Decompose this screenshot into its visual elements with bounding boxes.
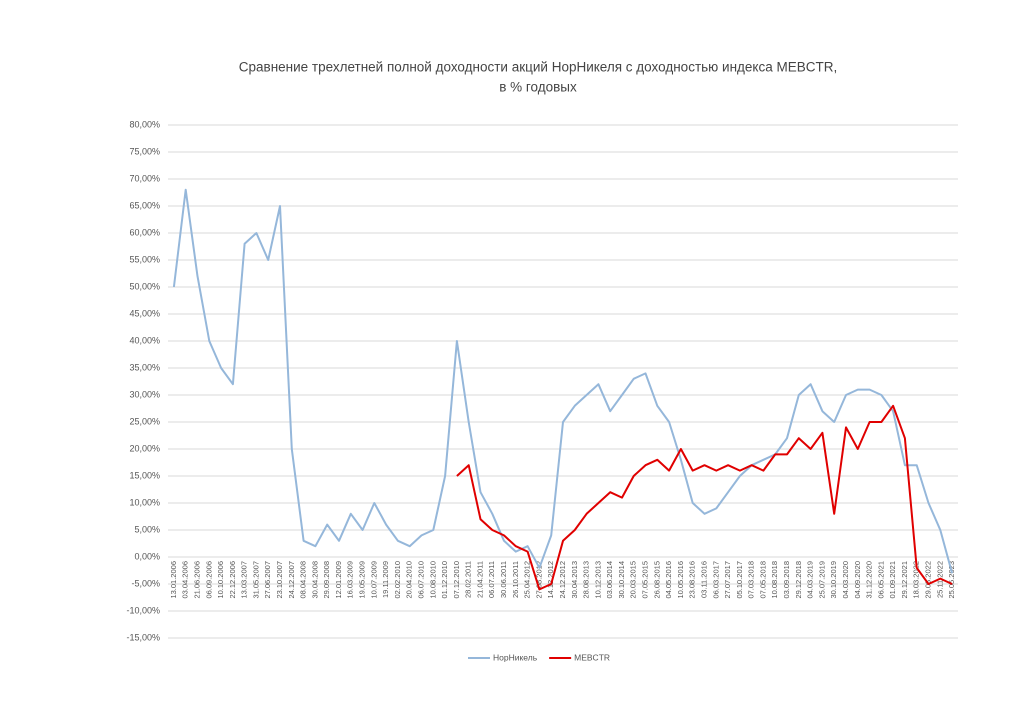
y-tick-label: -15,00% [126, 632, 160, 642]
y-tick-label: 80,00% [129, 119, 160, 129]
x-tick-label: 25.07.2019 [817, 561, 826, 599]
x-tick-label: 07.03.2018 [747, 561, 756, 599]
x-tick-label: 12.01.2009 [334, 561, 343, 599]
y-tick-label: 10,00% [129, 497, 160, 507]
y-tick-label: 55,00% [129, 254, 160, 264]
x-tick-label: 30.04.2013 [570, 561, 579, 599]
x-tick-label: 07.05.2015 [641, 561, 650, 599]
x-tick-label: 25.04.2012 [523, 561, 532, 599]
x-tick-label: 05.10.2017 [735, 561, 744, 599]
x-tick-label: 24.12.2012 [558, 561, 567, 599]
y-tick-label: 75,00% [129, 146, 160, 156]
x-tick-label: 06.09.2006 [204, 561, 213, 599]
x-tick-label: 14.12.2012 [546, 561, 555, 599]
y-tick-label: 45,00% [129, 308, 160, 318]
x-tick-label: 06.07.2011 [487, 561, 496, 598]
x-tick-label: 01.09.2021 [888, 561, 897, 599]
x-tick-label: 10.12.2013 [593, 561, 602, 599]
x-tick-label: 03.06.2014 [605, 561, 614, 599]
x-tick-label: 31.05.2007 [251, 561, 260, 599]
x-tick-label: 26.10.2011 [511, 561, 520, 598]
series-line [456, 404, 953, 591]
x-tick-label: 25.05.2023 [947, 561, 956, 599]
x-tick-label: 29.09.2008 [322, 561, 331, 599]
x-tick-label: 23.10.2007 [275, 561, 284, 599]
legend-label: НорНикель [493, 652, 538, 662]
x-tick-label: 30.10.2014 [617, 561, 626, 599]
x-tick-label: 04.03.2020 [841, 561, 850, 599]
x-tick-label: 10.10.2006 [216, 561, 225, 599]
x-tick-label: 10.05.2016 [676, 561, 685, 599]
x-tick-label: 20.04.2010 [405, 561, 414, 599]
x-tick-label: 02.02.2010 [393, 561, 402, 599]
x-tick-label: 06.03.2017 [711, 561, 720, 599]
x-tick-label: 22.12.2006 [228, 561, 237, 599]
x-tick-label: 03.04.2006 [181, 561, 190, 599]
y-tick-label: 20,00% [129, 443, 160, 453]
y-tick-label: 0,00% [134, 551, 160, 561]
x-tick-label: 18.03.2022 [912, 561, 921, 599]
x-tick-label: 13.01.2006 [169, 561, 178, 599]
y-tick-label: 5,00% [134, 524, 160, 534]
x-tick-label: 03.09.2018 [782, 561, 791, 599]
x-tick-label: 07.12.2010 [452, 561, 461, 599]
x-tick-label: 04.09.2020 [853, 561, 862, 599]
x-tick-label: 29.03.2022 [924, 561, 933, 599]
x-tick-label: 10.08.2018 [770, 561, 779, 599]
x-tick-label: 30.10.2019 [829, 561, 838, 599]
x-tick-label: 13.03.2007 [240, 561, 249, 599]
x-tick-label: 27.06.2007 [263, 561, 272, 599]
x-tick-label: 04.05.2016 [664, 561, 673, 599]
x-tick-label: 21.06.2006 [192, 561, 201, 599]
chart-title: Сравнение трехлетней полной доходности а… [239, 60, 837, 75]
y-tick-label: 30,00% [129, 389, 160, 399]
x-tick-label: 29.12.2018 [794, 561, 803, 599]
y-tick-label: 15,00% [129, 470, 160, 480]
x-tick-label: 30.04.2008 [310, 561, 319, 599]
x-tick-label: 01.12.2010 [440, 561, 449, 599]
x-tick-label: 06.05.2021 [876, 561, 885, 599]
x-tick-label: 23.08.2016 [688, 561, 697, 599]
y-tick-label: 35,00% [129, 362, 160, 372]
legend-label: MEBCTR [574, 652, 610, 662]
y-tick-label: 70,00% [129, 173, 160, 183]
chart-subtitle: в % годовых [499, 80, 577, 95]
x-tick-label: 26.08.2015 [652, 561, 661, 599]
x-tick-label: 24.12.2007 [287, 561, 296, 599]
y-tick-label: -10,00% [126, 605, 160, 615]
x-tick-label: 31.12.2020 [865, 561, 874, 599]
x-tick-label: 03.11.2016 [699, 561, 708, 598]
y-tick-label: 65,00% [129, 200, 160, 210]
x-tick-label: 06.07.2010 [416, 561, 425, 599]
x-tick-label: 19.05.2009 [358, 561, 367, 599]
x-tick-label: 20.03.2015 [629, 561, 638, 599]
x-tick-label: 04.03.2019 [806, 561, 815, 599]
x-tick-label: 27.07.2017 [723, 561, 732, 599]
y-tick-label: -5,00% [131, 578, 160, 588]
x-tick-label: 28.08.2013 [582, 561, 591, 599]
x-tick-label: 21.04.2011 [475, 561, 484, 598]
x-tick-label: 28.02.2011 [464, 561, 473, 598]
series-line [172, 188, 954, 574]
y-tick-label: 40,00% [129, 335, 160, 345]
x-tick-label: 27.08.2012 [534, 561, 543, 599]
y-tick-label: 25,00% [129, 416, 160, 426]
x-tick-label: 30.06.2011 [499, 561, 508, 598]
y-tick-label: 50,00% [129, 281, 160, 291]
x-tick-label: 16.03.2009 [346, 561, 355, 599]
x-tick-label: 07.05.2018 [758, 561, 767, 599]
x-tick-label: 10.08.2010 [428, 561, 437, 599]
x-tick-label: 08.04.2008 [299, 561, 308, 599]
y-tick-label: 60,00% [129, 227, 160, 237]
x-tick-label: 10.07.2009 [369, 561, 378, 599]
x-tick-label: 29.12.2021 [900, 561, 909, 599]
x-tick-label: 19.11.2009 [381, 561, 390, 598]
